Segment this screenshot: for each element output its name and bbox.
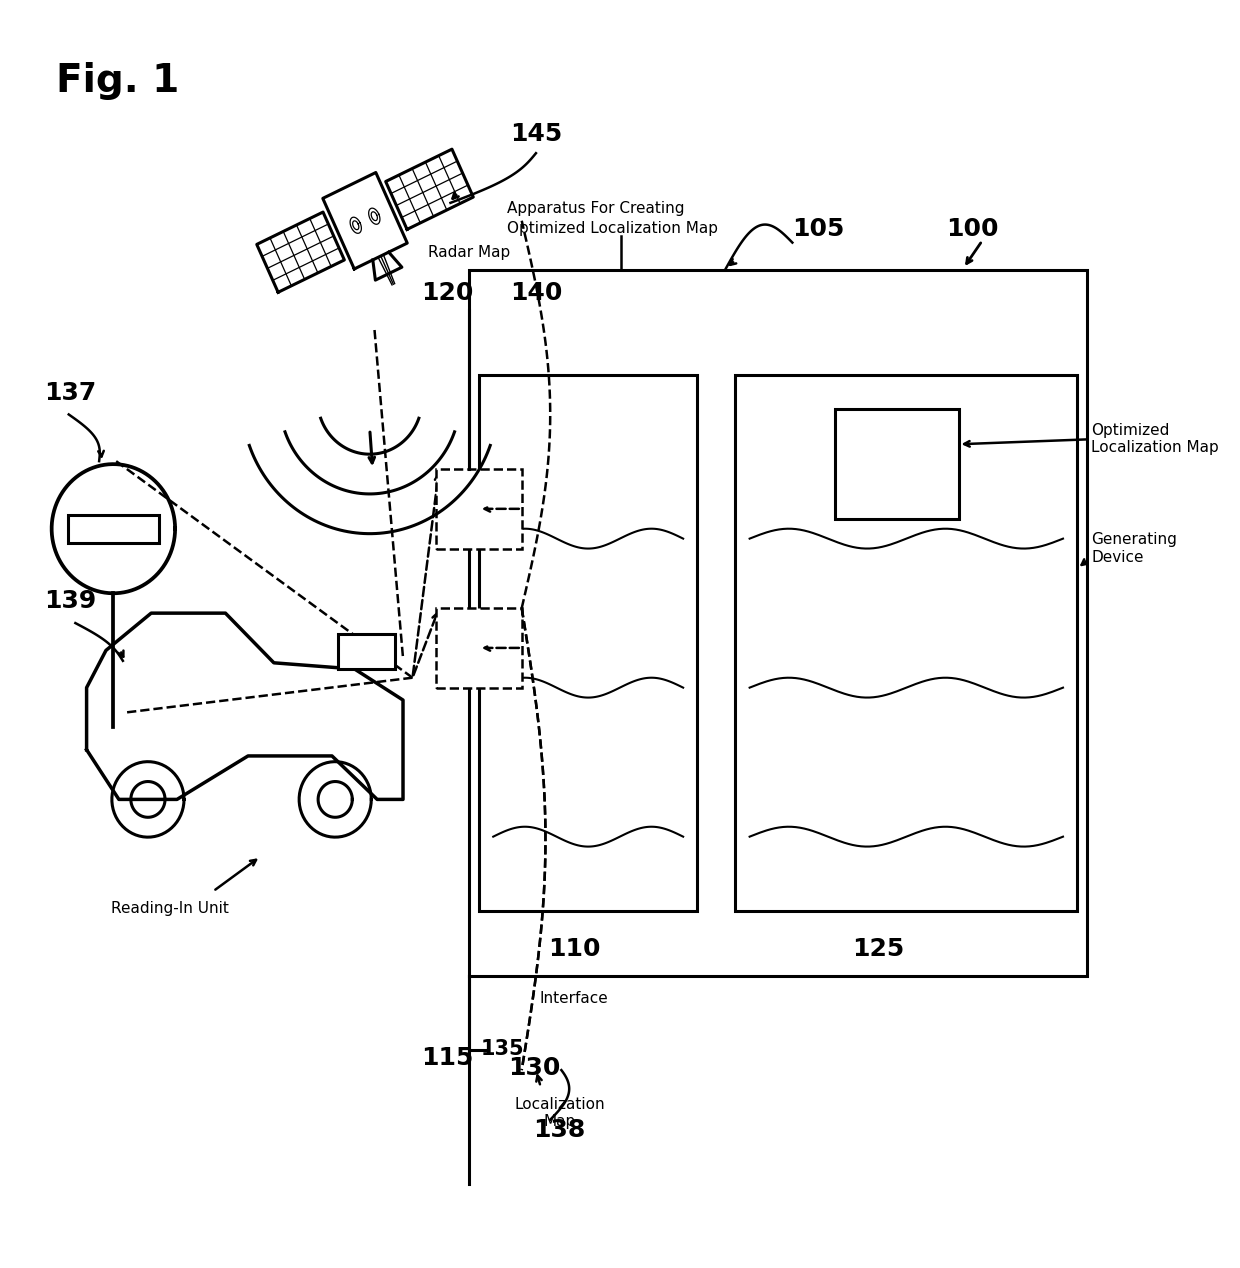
Text: 135: 135 bbox=[481, 1040, 525, 1059]
Text: 105: 105 bbox=[792, 217, 844, 241]
Text: 140: 140 bbox=[510, 281, 562, 306]
Bar bbox=[339, 634, 396, 670]
Text: 145: 145 bbox=[510, 122, 562, 146]
Bar bbox=[68, 515, 159, 543]
Bar bbox=[436, 469, 522, 549]
Text: 120: 120 bbox=[422, 281, 474, 306]
Text: Interface: Interface bbox=[539, 990, 609, 1006]
Text: Generating
Device: Generating Device bbox=[1091, 533, 1177, 564]
Text: Optimized Localization Map: Optimized Localization Map bbox=[507, 221, 718, 236]
Text: 137: 137 bbox=[45, 380, 97, 404]
Text: 130: 130 bbox=[508, 1056, 560, 1080]
Bar bbox=[470, 270, 1086, 976]
Text: 138: 138 bbox=[533, 1117, 585, 1141]
Text: 139: 139 bbox=[45, 590, 97, 614]
Bar bbox=[835, 410, 959, 519]
Text: Reading-In Unit: Reading-In Unit bbox=[112, 902, 229, 917]
Text: Localization
Map: Localization Map bbox=[515, 1097, 605, 1130]
Bar bbox=[735, 375, 1078, 912]
Text: Apparatus For Creating: Apparatus For Creating bbox=[507, 200, 684, 216]
Text: 125: 125 bbox=[852, 937, 904, 961]
Text: Optimized
Localization Map: Optimized Localization Map bbox=[1091, 424, 1219, 455]
Text: 100: 100 bbox=[946, 217, 999, 241]
Text: 110: 110 bbox=[548, 937, 600, 961]
Bar bbox=[436, 609, 522, 687]
Text: 115: 115 bbox=[422, 1046, 474, 1070]
Text: Fig. 1: Fig. 1 bbox=[56, 62, 180, 100]
Bar bbox=[479, 375, 697, 912]
Text: Radar Map: Radar Map bbox=[428, 246, 511, 260]
